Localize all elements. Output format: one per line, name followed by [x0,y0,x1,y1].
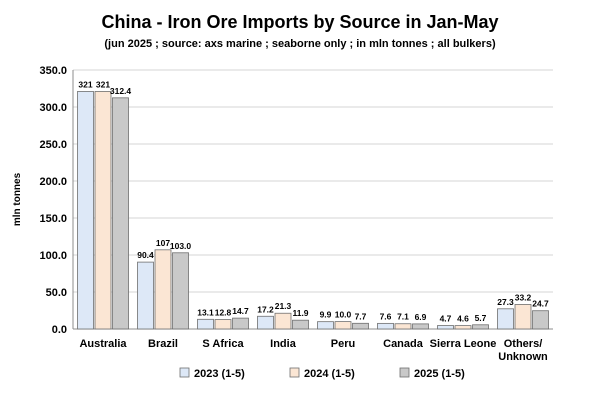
data-label: 312.4 [110,86,132,96]
bar-3 [532,310,549,330]
y-tick-label: 50.0 [46,287,67,299]
data-label: 12.8 [215,308,232,318]
legend-label: 2023 (1-5) [194,368,245,380]
data-label: 321 [96,79,110,89]
bar-2 [214,319,232,330]
data-label: 7.6 [380,311,392,321]
bar-1 [77,91,94,330]
data-label: 11.9 [292,308,308,318]
data-label: 4.7 [440,314,452,324]
x-tick-label: India [270,338,297,350]
y-tick-label: 150.0 [39,213,67,225]
legend-label: 2025 (1-5) [414,368,465,380]
y-tick-label: 250.0 [39,139,67,151]
legend-label: 2024 (1-5) [304,368,355,380]
data-label: 13.1 [197,307,214,317]
data-label: 6.9 [415,312,427,322]
data-label: 27.3 [497,297,514,307]
y-tick-label: 200.0 [39,176,67,188]
bar-3 [292,319,309,330]
bar-3 [412,323,429,330]
data-label: 10.0 [335,310,352,320]
data-label: 7.1 [397,312,409,322]
bar-2 [94,91,112,330]
x-tick-label: Sierra Leone [430,338,497,350]
data-label: 7.7 [355,311,367,321]
x-tick-label: Brazil [148,338,178,350]
x-tick-label: Peru [331,338,355,350]
x-tick-label: Australia [79,338,127,350]
data-label: 33.2 [515,292,532,302]
data-label: 4.6 [457,314,469,324]
bar-1 [257,315,274,330]
bar-1 [317,321,334,330]
bar-3 [472,324,489,330]
x-tick-label: Others/ [504,338,543,350]
y-tick-label: 0.0 [52,324,67,336]
data-label: 9.9 [320,310,332,320]
x-tick-label: S Africa [202,338,244,350]
bar-2 [274,312,292,330]
data-label: 107 [156,238,170,248]
bar-1 [437,325,454,330]
data-label: 90.4 [137,250,154,260]
data-label: 14.7 [232,306,249,316]
y-tick-label: 300.0 [39,102,67,114]
y-axis-title: mln tonnes [12,172,23,226]
bar-1 [497,308,514,330]
bar-2 [454,325,472,330]
y-tick-label: 350.0 [39,65,67,77]
bar-3 [352,322,369,330]
bar-2 [154,249,172,330]
legend-swatch [289,367,300,378]
legend-swatch [179,367,190,378]
bar-1 [197,318,214,330]
legend-swatch [399,367,410,378]
bar-1 [377,322,394,330]
x-tick-label: Canada [383,338,424,350]
chart-title: China - Iron Ore Imports by Source in Ja… [101,12,499,32]
chart-subtitle: (jun 2025 ; source: axs marine ; seaborn… [104,38,496,50]
bar-2 [334,321,352,330]
data-label: 5.7 [475,313,487,323]
data-label: 321 [78,79,92,89]
data-label: 103.0 [170,241,192,251]
bar-3 [232,317,249,330]
bar-2 [394,323,412,330]
bar-1 [137,261,154,330]
bar-2 [514,304,532,330]
data-label: 21.3 [275,301,292,311]
bar-3 [112,97,129,330]
bar-3 [172,252,189,330]
y-tick-label: 100.0 [39,250,67,262]
x-tick-label: Unknown [498,351,548,363]
data-label: 24.7 [532,299,549,309]
data-label: 17.2 [257,304,274,314]
